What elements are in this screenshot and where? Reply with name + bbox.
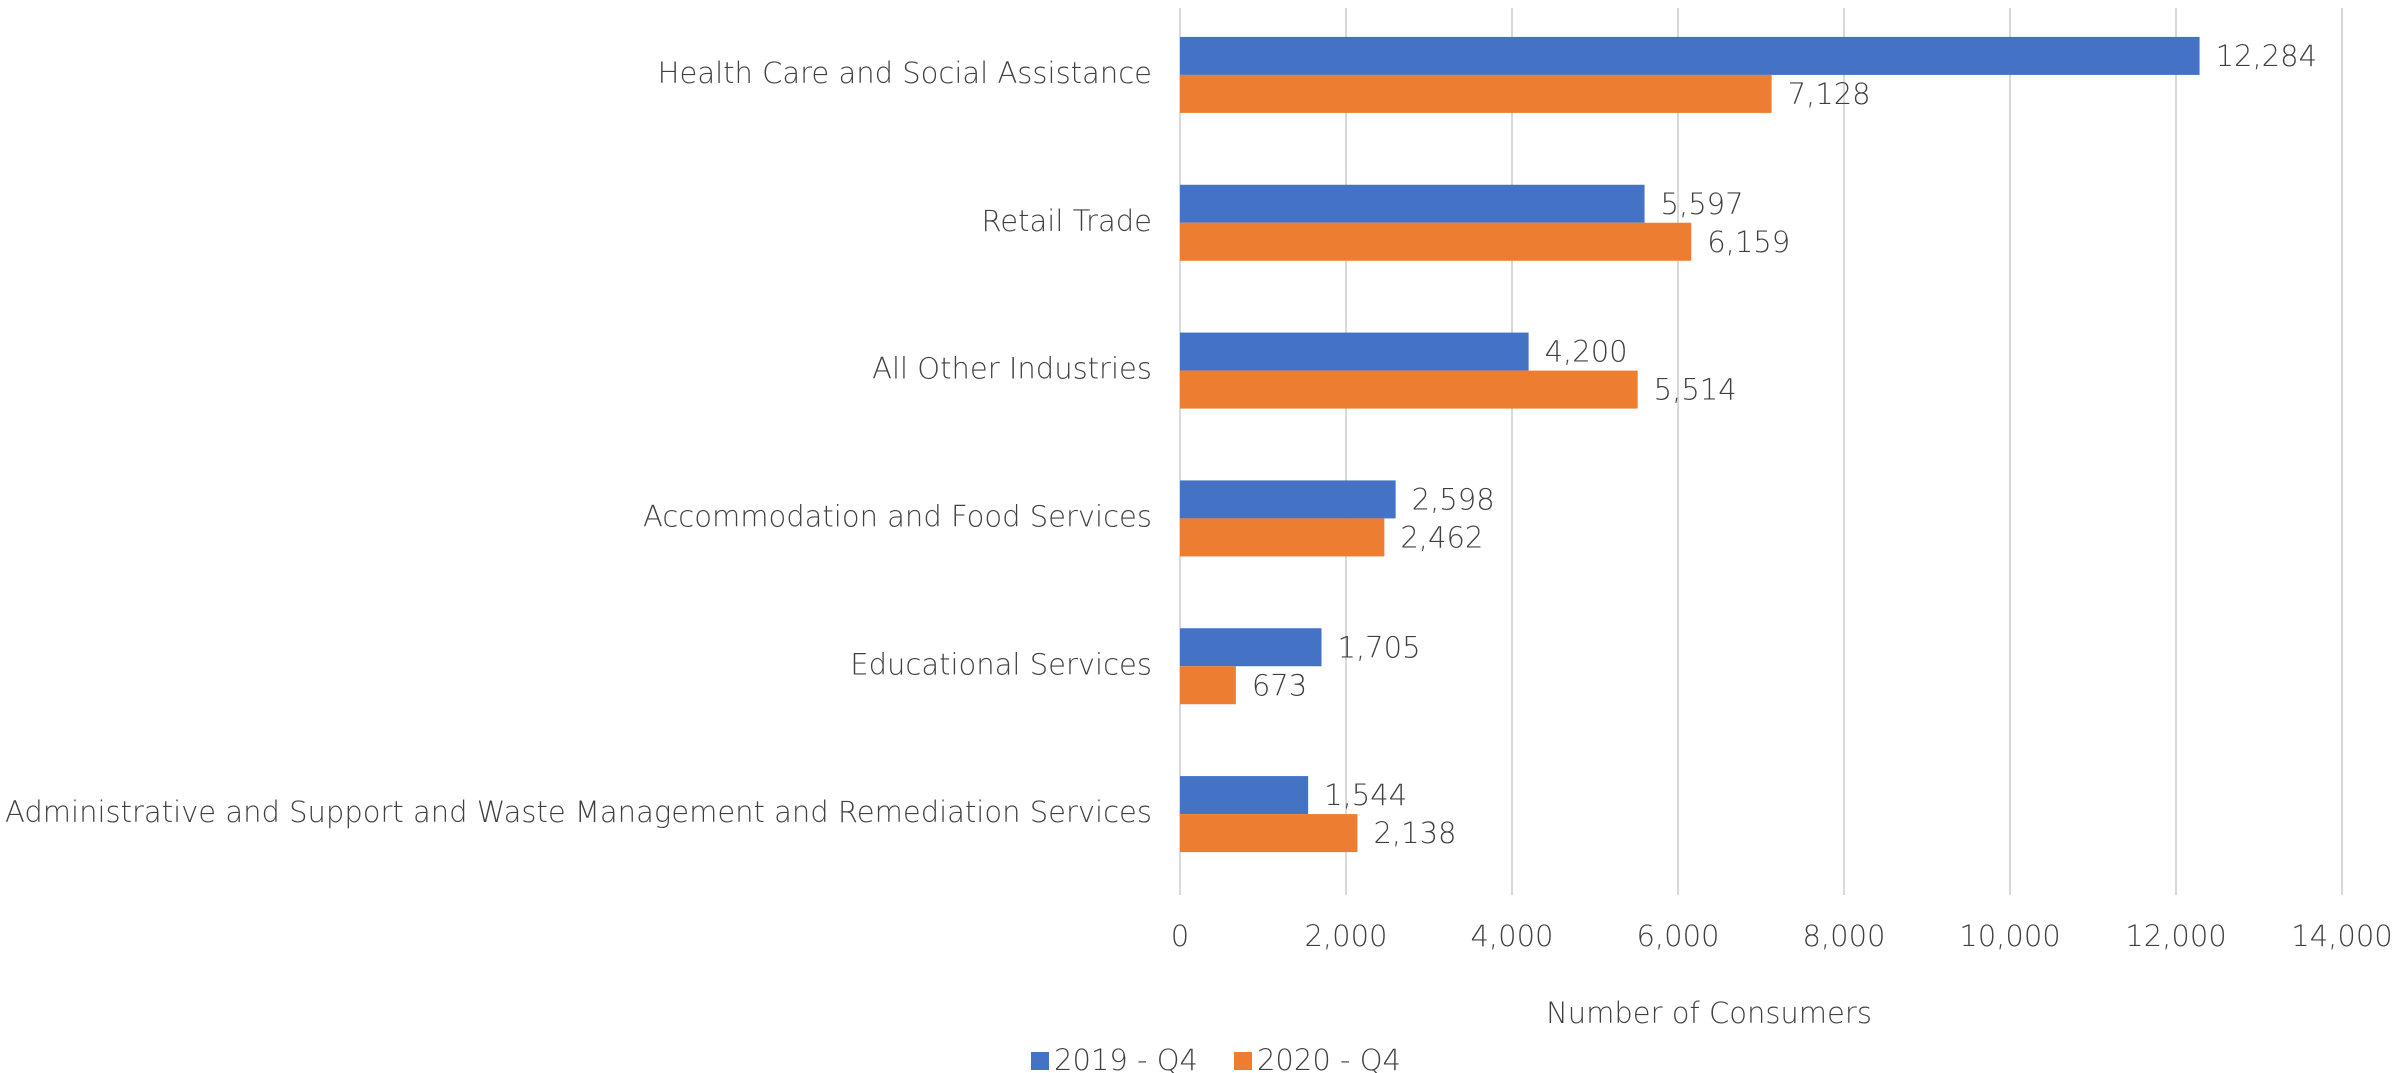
x-tick-label: 4,000 bbox=[1470, 919, 1553, 953]
data-label: 2,598 bbox=[1412, 482, 1495, 516]
bar bbox=[1180, 332, 1529, 371]
x-tick-label: 0 bbox=[1171, 919, 1189, 953]
x-tick-label: 14,000 bbox=[2291, 919, 2392, 953]
data-label: 1,705 bbox=[1338, 630, 1421, 664]
x-axis-title: Number of Consumers bbox=[1546, 996, 1872, 1030]
bar bbox=[1180, 184, 1645, 223]
y-tick-label: Educational Services bbox=[850, 647, 1152, 681]
bar bbox=[1180, 222, 1692, 261]
data-label: 12,284 bbox=[2216, 39, 2317, 73]
y-tick-label: Health Care and Social Assistance bbox=[658, 56, 1152, 90]
data-label: 2,138 bbox=[1373, 816, 1456, 850]
bar bbox=[1180, 480, 1396, 519]
legend-swatch bbox=[1031, 1052, 1049, 1070]
y-tick-label: Retail Trade bbox=[981, 204, 1152, 238]
data-label: 6,159 bbox=[1707, 225, 1790, 259]
bar bbox=[1180, 370, 1638, 409]
legend-label: 2019 - Q4 bbox=[1054, 1043, 1198, 1073]
bar bbox=[1180, 36, 2200, 75]
data-label: 1,544 bbox=[1324, 778, 1407, 812]
bar bbox=[1180, 74, 1772, 113]
data-label: 673 bbox=[1252, 668, 1307, 702]
x-tick-label: 8,000 bbox=[1802, 919, 1885, 953]
x-tick-label: 6,000 bbox=[1636, 919, 1719, 953]
data-label: 4,200 bbox=[1545, 335, 1628, 369]
bar bbox=[1180, 814, 1358, 853]
y-tick-label: Accommodation and Food Services bbox=[643, 499, 1152, 533]
y-tick-label: Administrative and Support and Waste Man… bbox=[5, 795, 1152, 829]
legend-swatch bbox=[1233, 1052, 1252, 1070]
data-label: 7,128 bbox=[1788, 77, 1871, 111]
x-tick-label: 12,000 bbox=[2125, 919, 2226, 953]
bar bbox=[1180, 666, 1236, 705]
bar bbox=[1180, 628, 1322, 667]
y-tick-label: All Other Industries bbox=[872, 352, 1152, 386]
data-label: 5,514 bbox=[1654, 373, 1737, 407]
data-label: 2,462 bbox=[1400, 520, 1483, 554]
x-tick-label: 10,000 bbox=[1959, 919, 2060, 953]
data-label: 5,597 bbox=[1661, 187, 1744, 221]
legend-label: 2020 - Q4 bbox=[1257, 1043, 1401, 1073]
bar bbox=[1180, 776, 1309, 815]
x-tick-label: 2,000 bbox=[1304, 919, 1387, 953]
bar bbox=[1180, 518, 1385, 557]
